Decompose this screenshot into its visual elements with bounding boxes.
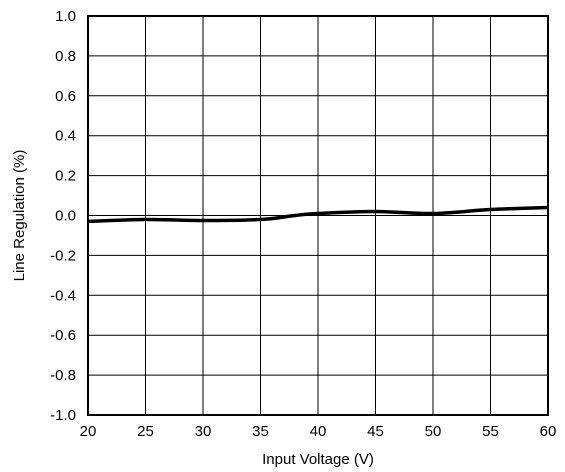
x-tick-label: 50 [425,423,442,440]
series-line-0 [87,205,549,224]
x-tick-label: 45 [367,423,384,440]
y-axis-label: Line Regulation (%) [11,150,28,282]
x-tick-labels: 20 25 30 35 40 45 50 55 60 [80,423,557,440]
y-tick-label: -0.2 [50,247,76,264]
y-tick-label: -0.6 [50,327,76,344]
y-tick-label: -0.8 [50,367,76,384]
x-axis-label: Input Voltage (V) [262,451,374,468]
x-tick-label: 20 [80,423,97,440]
y-tick-label: 0.2 [55,168,76,185]
x-tick-label: 30 [195,423,212,440]
y-tick-label: -1.0 [50,407,76,424]
y-tick-labels: 1.0 0.8 0.6 0.4 0.2 0.0 -0.2 -0.4 -0.6 -0.8 -1.0 [50,8,76,424]
grid [87,15,549,416]
y-tick-label: 0.8 [55,48,76,65]
y-tick-label: 0.0 [55,208,76,225]
x-tick-label: 60 [540,423,557,440]
y-tick-label: 1.0 [55,8,76,25]
x-tick-label: 55 [482,423,499,440]
x-tick-label: 35 [252,423,269,440]
series-layer [87,205,549,224]
plot-frame [87,15,549,416]
x-tick-label: 40 [310,423,327,440]
x-tick-label: 25 [137,423,154,440]
y-tick-label: -0.4 [50,287,76,304]
y-tick-label: 0.4 [55,128,76,145]
y-tick-label: 0.6 [55,88,76,105]
